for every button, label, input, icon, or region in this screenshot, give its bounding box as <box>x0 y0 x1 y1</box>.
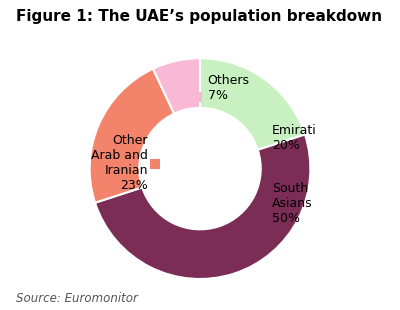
Wedge shape <box>90 69 174 203</box>
Wedge shape <box>153 58 200 114</box>
Text: Emirati
20%: Emirati 20% <box>272 124 316 152</box>
Text: Source: Euromonitor: Source: Euromonitor <box>16 292 138 305</box>
Text: Other
Arab and
Iranian
23%: Other Arab and Iranian 23% <box>91 134 148 192</box>
Text: Others
7%: Others 7% <box>208 74 250 102</box>
Text: South
Asians
50%: South Asians 50% <box>272 182 312 225</box>
Wedge shape <box>200 58 305 150</box>
Text: Figure 1: The UAE’s population breakdown: Figure 1: The UAE’s population breakdown <box>16 9 382 24</box>
Bar <box>150 159 160 169</box>
Wedge shape <box>95 135 310 279</box>
Bar <box>192 92 202 102</box>
